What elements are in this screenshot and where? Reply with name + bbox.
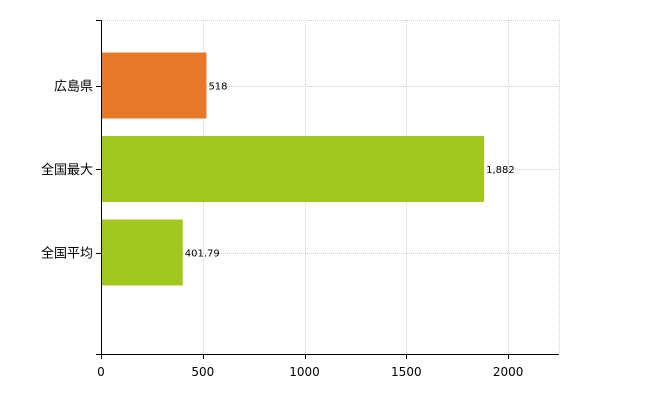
category-label: 広島県: [54, 80, 93, 95]
axes: [96, 20, 559, 359]
category-label: 全国平均: [41, 246, 93, 262]
x-tick-label: 2000: [493, 365, 524, 379]
data-label: 518: [208, 82, 227, 93]
bar: [101, 136, 485, 202]
bars: [101, 52, 485, 286]
x-tick-label: 1500: [391, 365, 422, 379]
bar: [101, 52, 207, 119]
bar: [101, 219, 183, 286]
data-label: 401.79: [185, 249, 220, 260]
x-tick-label: 1000: [289, 365, 320, 379]
category-label: 全国最大: [41, 162, 93, 178]
data-label: 1,882: [486, 165, 515, 176]
x-tick-label: 500: [191, 365, 214, 379]
x-tick-label: 0: [97, 365, 105, 379]
